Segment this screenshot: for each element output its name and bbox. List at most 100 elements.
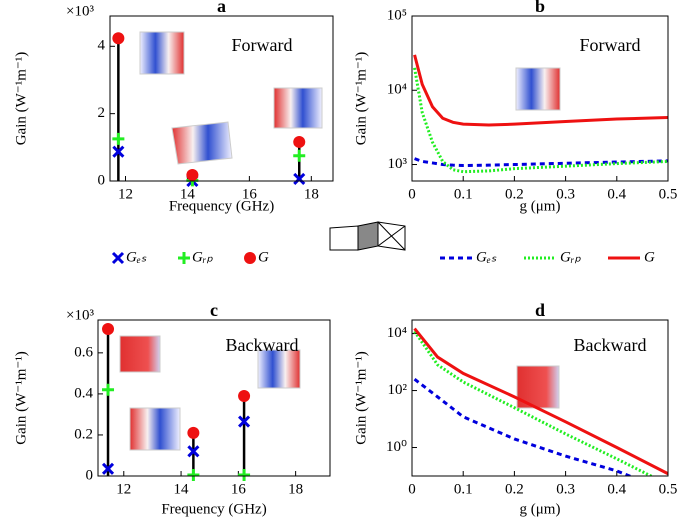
mode-inset <box>515 67 561 111</box>
cross-marker <box>111 251 125 265</box>
panel-title: a <box>217 0 226 16</box>
y-tick-label: 4 <box>98 38 106 54</box>
x-tick-label: 0 <box>408 186 416 202</box>
plus-marker <box>187 468 200 481</box>
x-axis-label: g (μm) <box>520 198 561 214</box>
x-tick-label: 16 <box>231 481 247 497</box>
x-tick-label: 14 <box>180 186 196 202</box>
x-tick-label: 0.2 <box>505 186 524 202</box>
series-line <box>413 378 634 476</box>
x-tick-label: 0.3 <box>556 186 575 202</box>
circle-marker <box>238 389 251 402</box>
insets <box>119 31 561 451</box>
annotation: ×10³ <box>66 3 94 19</box>
annotation: Forward <box>580 35 641 55</box>
legend-label: G <box>258 249 269 265</box>
y-tick-label: 10⁵ <box>387 7 407 23</box>
y-axis-label: Gain (W⁻¹m⁻¹) <box>353 351 369 445</box>
circle-marker <box>187 426 200 439</box>
circle-marker <box>244 252 256 264</box>
x-tick-label: 12 <box>118 186 133 202</box>
annotation: Backward <box>574 335 647 355</box>
y-axis-label: Gain (W⁻¹m⁻¹) <box>13 52 29 146</box>
cross-marker <box>187 445 200 458</box>
x-tick-label: 14 <box>174 481 190 497</box>
cross-marker <box>293 172 306 186</box>
x-tick-label: 18 <box>304 186 319 202</box>
y-axis-label: Gain (W⁻¹m⁻¹) <box>13 351 29 445</box>
y-tick-label: 10⁴ <box>387 325 407 341</box>
plus-marker <box>178 252 190 264</box>
x-tick-label: 18 <box>288 481 303 497</box>
series-line <box>413 330 655 476</box>
y-tick-label: 0 <box>86 467 94 483</box>
x-axis-label: Frequency (GHz) <box>161 501 266 517</box>
y-tick-label: 0 <box>98 172 106 188</box>
plus-marker <box>112 132 125 145</box>
y-axis-label: Gain (W⁻¹m⁻¹) <box>353 52 369 146</box>
annotation: Forward <box>232 35 293 55</box>
cross-marker <box>238 415 251 428</box>
y-tick-label: 0.6 <box>74 344 93 360</box>
y-tick-label: 10² <box>388 382 408 398</box>
circle-marker <box>112 32 125 45</box>
axes-frame <box>411 15 669 182</box>
series-line <box>413 54 668 127</box>
plus-marker <box>238 468 251 481</box>
mode-inset <box>119 335 161 373</box>
plot-area <box>413 54 668 174</box>
axes-frame <box>411 319 669 477</box>
icon-face <box>329 225 359 251</box>
circle-marker <box>186 168 199 181</box>
x-tick-label: 0.1 <box>454 186 473 202</box>
x-tick-label: 0.2 <box>505 481 524 497</box>
x-axis-label: Frequency (GHz) <box>169 198 274 214</box>
mode-inset <box>139 31 185 75</box>
plot-area <box>413 327 668 476</box>
x-tick-label: 0.5 <box>659 186 678 202</box>
y-tick-label: 10⁰ <box>386 439 407 455</box>
circle-marker <box>102 323 115 336</box>
x-tick-label: 0.3 <box>556 481 575 497</box>
series-line <box>413 67 668 174</box>
mode-inset <box>257 349 301 389</box>
series-line <box>414 157 668 168</box>
series-line <box>413 327 668 476</box>
cross-marker <box>112 145 125 158</box>
annotation: ×10³ <box>66 307 94 323</box>
mode-inset <box>273 87 323 129</box>
x-tick-label: 12 <box>116 481 131 497</box>
x-tick-label: 0.4 <box>607 186 626 202</box>
mode-inset <box>171 121 233 165</box>
legend-label: Gᵣₚ <box>560 249 582 265</box>
x-tick-label: 16 <box>242 186 258 202</box>
y-tick-label: 2 <box>98 105 106 121</box>
panel-title: b <box>535 0 545 16</box>
panel-title: c <box>210 300 218 320</box>
panel-title: d <box>535 300 545 320</box>
icon-face <box>357 221 379 251</box>
x-tick-label: 0.5 <box>659 481 678 497</box>
legend-label: G <box>644 249 655 265</box>
mode-inset <box>129 407 181 451</box>
x-tick-label: 0.1 <box>454 481 473 497</box>
circle-marker <box>293 135 306 148</box>
axes-frame <box>109 15 334 182</box>
axes-frame <box>97 319 331 477</box>
x-axis-label: g (μm) <box>520 501 561 517</box>
annotation: Backward <box>226 335 299 355</box>
waveguide-icon <box>329 221 406 251</box>
plus-marker <box>293 149 306 162</box>
y-tick-label: 0.4 <box>74 385 93 401</box>
y-tick-label: 10³ <box>388 156 408 172</box>
plus-marker <box>102 383 115 396</box>
cross-marker <box>101 462 115 475</box>
x-tick-label: 0 <box>408 481 416 497</box>
legend-label: Gₑₛ <box>126 249 147 265</box>
x-tick-label: 0.4 <box>607 481 626 497</box>
y-tick-label: 10⁴ <box>387 82 407 98</box>
y-tick-label: 0.2 <box>74 426 93 442</box>
legend-label: Gₑₛ <box>476 249 497 265</box>
icon-line <box>377 225 406 247</box>
